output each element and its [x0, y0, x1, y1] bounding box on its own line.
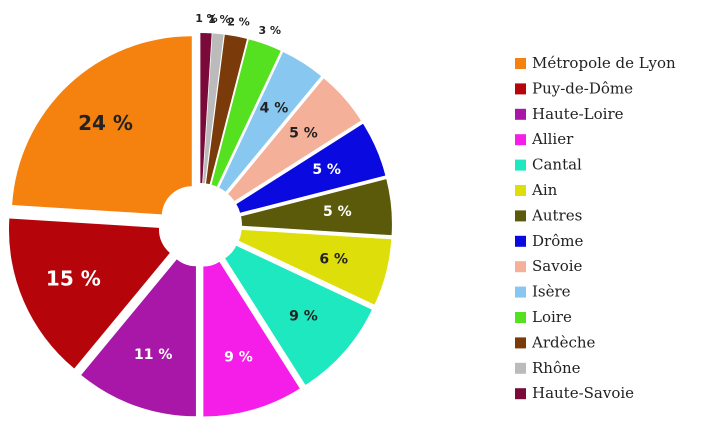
slice-label: 6 %: [319, 251, 348, 267]
pie-slice: [12, 36, 192, 215]
legend-swatch: [515, 337, 526, 349]
slice-label: 15 %: [46, 266, 101, 290]
legend-swatch: [515, 108, 526, 120]
pie-slice: [206, 34, 248, 185]
legend-label: Loire: [532, 308, 572, 326]
legend-swatch: [515, 134, 526, 146]
slice-label: 11 %: [134, 347, 172, 363]
pie-slice: [241, 179, 392, 236]
legend-swatch: [515, 185, 526, 196]
slice-label: 1 %: [195, 12, 218, 25]
pie-slice: [211, 39, 281, 187]
pie-slice: [219, 52, 322, 192]
slice-label: 5 %: [312, 162, 341, 178]
slice-label: 9 %: [289, 308, 318, 324]
legend-label: Allier: [531, 130, 574, 148]
legend-label: Cantal: [532, 156, 582, 174]
slice-label: 3 %: [259, 24, 282, 37]
slice-label: 9 %: [224, 350, 253, 366]
legend-label: Drôme: [532, 232, 583, 250]
pie-slice: [203, 33, 224, 184]
pie-slice: [81, 259, 196, 417]
pie-slice: [225, 245, 372, 385]
legend-label: Savoie: [532, 257, 583, 275]
slice-label: 2 %: [227, 16, 250, 29]
slice-label: 1 %: [208, 13, 231, 26]
slice-label: 24 %: [78, 111, 133, 135]
legend-swatch: [515, 235, 526, 247]
legend-swatch: [515, 286, 526, 298]
pie-slice: [228, 78, 361, 201]
legend-swatch: [515, 159, 526, 171]
legend-label: Isère: [532, 283, 571, 301]
legend-label: Rhône: [532, 359, 581, 377]
legend-label: Ardèche: [531, 333, 596, 351]
legend-label: Autres: [531, 206, 582, 224]
legend-label: Métropole de Lyon: [532, 54, 676, 72]
legend-label: Haute-Savoie: [532, 384, 634, 402]
legend-swatch: [515, 58, 526, 69]
legend-label: Haute-Loire: [532, 105, 624, 123]
pie-slice: [8, 218, 170, 369]
pie-slice: [203, 261, 300, 417]
pie-slice: [236, 123, 386, 213]
legend-swatch: [515, 362, 526, 374]
legend-swatch: [515, 210, 526, 222]
legend-label: Ain: [531, 181, 558, 199]
legend-swatch: [515, 312, 526, 323]
legend-swatch: [515, 83, 526, 95]
pie-slice: [238, 229, 392, 305]
pie-slice: [200, 33, 212, 184]
legend-label: Puy-de-Dôme: [532, 79, 633, 97]
legend-swatch: [515, 388, 526, 400]
slice-label: 5 %: [323, 204, 352, 220]
slice-label: 4 %: [260, 100, 289, 116]
slice-label: 5 %: [289, 126, 318, 142]
legend-swatch: [515, 261, 526, 273]
